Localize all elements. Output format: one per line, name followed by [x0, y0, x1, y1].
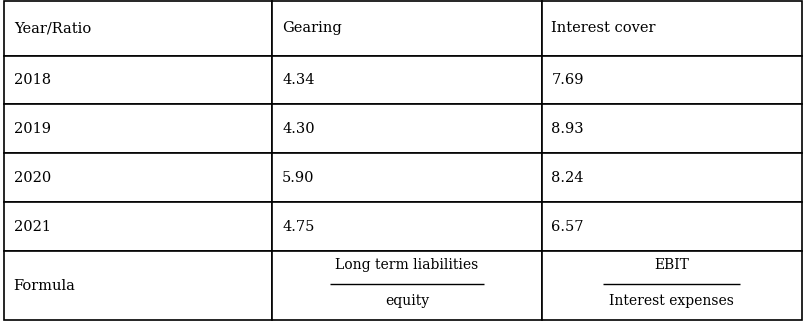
Text: Interest cover: Interest cover [551, 21, 656, 35]
Bar [542, 202, 802, 251]
Bar [272, 1, 542, 56]
Text: Gearing: Gearing [282, 21, 342, 35]
Bar [4, 251, 272, 320]
Bar [4, 56, 272, 104]
Text: 2018: 2018 [14, 73, 51, 87]
Text: 4.75: 4.75 [282, 220, 314, 234]
Text: equity: equity [385, 294, 429, 308]
Text: 8.93: 8.93 [551, 122, 584, 136]
Bar [4, 202, 272, 251]
Text: 2020: 2020 [14, 171, 51, 185]
Bar [272, 202, 542, 251]
Text: Long term liabilities: Long term liabilities [335, 258, 479, 272]
Bar [4, 153, 272, 202]
Bar [272, 56, 542, 104]
Text: 2019: 2019 [14, 122, 51, 136]
Text: EBIT: EBIT [654, 258, 689, 272]
Text: 4.30: 4.30 [282, 122, 314, 136]
Text: Interest expenses: Interest expenses [609, 294, 734, 308]
Bar [542, 56, 802, 104]
Bar [542, 1, 802, 56]
Text: 8.24: 8.24 [551, 171, 584, 185]
Bar [272, 104, 542, 153]
Text: 4.34: 4.34 [282, 73, 314, 87]
Bar [542, 104, 802, 153]
Text: 6.57: 6.57 [551, 220, 584, 234]
Bar [542, 251, 802, 320]
Text: 5.90: 5.90 [282, 171, 314, 185]
Text: Formula: Formula [14, 279, 76, 292]
Text: 7.69: 7.69 [551, 73, 584, 87]
Bar [272, 251, 542, 320]
Bar [4, 1, 272, 56]
Bar [4, 104, 272, 153]
Text: 2021: 2021 [14, 220, 51, 234]
Text: Year/Ratio: Year/Ratio [14, 21, 91, 35]
Bar [272, 153, 542, 202]
Bar [542, 153, 802, 202]
